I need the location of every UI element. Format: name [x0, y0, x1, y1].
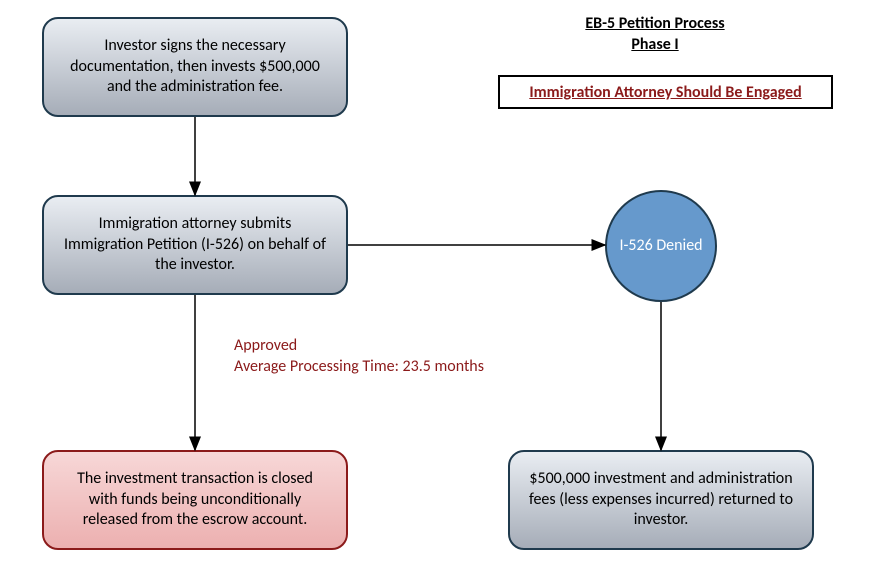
node-attorney-submits: Immigration attorney submits Immigration…: [42, 195, 348, 295]
edge-label-line2: Average Processing Time: 23.5 months: [234, 357, 484, 376]
node-transaction-closed: The investment transaction is closed wit…: [42, 450, 348, 550]
approved-edge-label: Approved Average Processing Time: 23.5 m…: [234, 336, 534, 378]
node-text: Investor signs the necessary documentati…: [62, 36, 328, 98]
title-line1: EB-5 Petition Process: [585, 14, 724, 33]
diagram-title: EB-5 Petition Process Phase I: [555, 14, 755, 56]
engagement-notice: Immigration Attorney Should Be Engaged: [498, 75, 833, 109]
node-text: Immigration attorney submits Immigration…: [62, 214, 328, 276]
node-text: $500,000 investment and administration f…: [528, 469, 794, 531]
node-text: The investment transaction is closed wit…: [62, 469, 328, 531]
title-line2: Phase I: [631, 35, 678, 54]
node-i526-denied: I-526 Denied: [605, 190, 717, 302]
notice-text: Immigration Attorney Should Be Engaged: [529, 83, 801, 102]
node-funds-returned: $500,000 investment and administration f…: [508, 450, 814, 550]
node-investor-signs: Investor signs the necessary documentati…: [42, 17, 348, 117]
edge-label-line1: Approved: [234, 336, 297, 355]
node-text: I-526 Denied: [619, 236, 702, 257]
